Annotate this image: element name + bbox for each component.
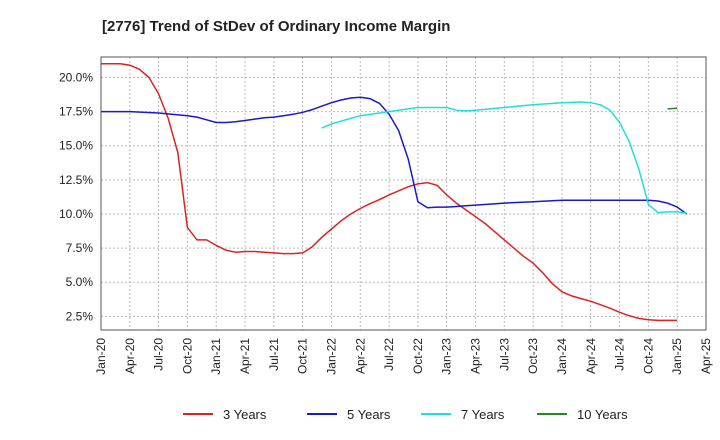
x-tick-label: Jul-21: [267, 338, 281, 371]
chart-title: [2776] Trend of StDev of Ordinary Income…: [102, 18, 450, 35]
x-tick-label: Oct-21: [296, 338, 310, 374]
x-tick-label: Jan-24: [555, 338, 569, 375]
x-tick-label: Apr-25: [699, 338, 713, 374]
y-axis: 2.5% 5.0% 7.5% 10.0% 12.5% 15.0% 17.5% 20.0%: [59, 70, 93, 323]
x-tick-label: Jan-21: [209, 338, 223, 375]
y-tick-label: 5.0%: [66, 275, 94, 289]
legend-label-3-years: 3 Years: [223, 407, 267, 422]
grid: [100, 57, 707, 330]
y-tick-label: 20.0%: [59, 70, 93, 84]
x-tick-label: Apr-20: [123, 338, 137, 374]
legend-label-10-years: 10 Years: [577, 407, 628, 422]
x-tick-label: Oct-23: [526, 338, 540, 374]
x-tick-label: Jan-25: [670, 338, 684, 375]
x-tick-label: Oct-22: [411, 338, 425, 374]
y-tick-label: 7.5%: [66, 241, 94, 255]
y-tick-label: 12.5%: [59, 173, 93, 187]
x-tick-label: Jul-24: [613, 338, 627, 371]
x-tick-label: Jul-20: [152, 338, 166, 371]
series-line-10-years: [667, 107, 678, 110]
legend-label-5-years: 5 Years: [347, 407, 391, 422]
x-tick-label: Jan-22: [324, 338, 338, 375]
series-layer: [101, 63, 688, 322]
legend-label-7-years: 7 Years: [461, 407, 505, 422]
plot-frame: [100, 56, 707, 331]
y-tick-label: 17.5%: [59, 105, 93, 119]
series-line-3-years: [101, 63, 678, 322]
legend: 3 Years 5 Years 7 Years 10 Years: [183, 407, 628, 422]
x-tick-label: Jul-23: [497, 338, 511, 371]
x-tick-label: Oct-20: [180, 338, 194, 374]
x-tick-label: Apr-22: [353, 338, 367, 374]
x-axis: Jan-20 Apr-20 Jul-20 Oct-20 Jan-21 Apr-21 Jul-…: [94, 338, 713, 375]
series-line-5-years: [101, 96, 688, 215]
y-tick-label: 15.0%: [59, 139, 93, 153]
series-line-7-years: [321, 101, 687, 215]
y-tick-label: 10.0%: [59, 207, 93, 221]
y-tick-label: 2.5%: [66, 309, 94, 323]
x-tick-label: Jul-22: [382, 338, 396, 371]
x-tick-label: Apr-24: [584, 338, 598, 374]
x-tick-label: Jan-23: [440, 338, 454, 375]
x-tick-label: Jan-20: [94, 338, 108, 375]
x-tick-label: Apr-23: [469, 338, 483, 374]
x-tick-label: Oct-24: [641, 338, 655, 374]
x-tick-label: Apr-21: [238, 338, 252, 374]
